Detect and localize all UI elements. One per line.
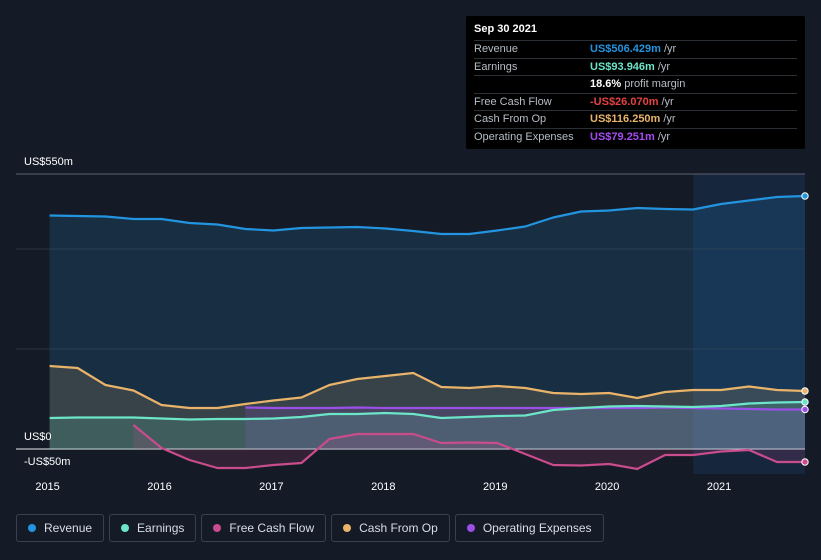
gridlines	[16, 173, 805, 450]
revenue-endpoint	[801, 192, 809, 200]
tooltip-row-value: US$506.429m	[590, 43, 661, 55]
tooltip-date: Sep 30 2021	[474, 23, 797, 41]
tooltip-row-value: US$79.251m	[590, 130, 655, 143]
legend-dot-icon	[466, 524, 475, 532]
tooltip-rows: Revenue US$506.429m/yr Earnings US$93.946m /…	[474, 41, 797, 145]
series-lines	[49, 194, 806, 471]
cash-from-op-endpoint	[801, 387, 809, 395]
x-tick-label: 2017	[259, 481, 284, 493]
x-tick-label: 2020	[594, 481, 620, 493]
tooltip-row-value: 18.6%	[590, 78, 622, 90]
tooltip-row-unit: /yr	[663, 113, 676, 125]
legend-item-cash-from-op[interactable]: Cash From Op	[331, 514, 450, 542]
x-tick-label: 2018	[371, 481, 396, 493]
legend-dot-icon	[343, 524, 352, 532]
legend-dot-icon	[121, 524, 130, 532]
tooltip-row-label: Earnings	[474, 60, 518, 73]
free-cash-flow-area	[133, 425, 805, 469]
tooltip-row: Earnings US$93.946m/yr	[474, 59, 797, 76]
operating-expenses-line	[245, 406, 805, 411]
legend-label: Revenue	[44, 521, 93, 535]
y-tick-label-top: US$550m	[24, 156, 73, 168]
legend-item-earnings[interactable]: Earnings	[109, 514, 197, 542]
tooltip-row: Free Cash Flow -US$26.070m/yr	[474, 94, 797, 111]
legend-dot-icon	[213, 524, 222, 532]
y-tick-label-zero: US$0	[24, 431, 52, 443]
tooltip-row: Revenue US$506.429m/yr	[474, 41, 797, 59]
past-year-highlight	[693, 174, 805, 474]
tooltip-row-unit: /yr	[657, 60, 671, 73]
earnings-area	[49, 402, 806, 449]
tooltip-row-value: US$93.946m	[590, 60, 655, 73]
tooltip-row-unit: /yr	[661, 95, 674, 108]
tooltip-row: Operating Expenses US$79.251m/yr	[474, 129, 797, 146]
x-tick-label: 2015	[35, 481, 60, 493]
cash-from-op-line	[49, 364, 806, 410]
legend-label: Free Cash Flow	[229, 521, 315, 535]
x-tick-label: 2019	[482, 481, 508, 493]
operating-expenses-endpoint	[801, 405, 809, 414]
tooltip-row-label: Revenue	[474, 43, 519, 55]
free-cash-flow-line	[132, 424, 805, 471]
revenue-area	[49, 196, 806, 449]
chart-legend: Revenue Earnings Free Cash Flow Cash From O…	[16, 514, 604, 542]
tooltip-row-label: Free Cash Flow	[474, 95, 552, 108]
tooltip-row: 18.6% profit margin	[474, 76, 797, 94]
legend-item-operating-expenses[interactable]: Operating Expenses	[454, 514, 604, 542]
operating-expenses-area	[245, 407, 805, 449]
tooltip-row-value: US$116.250m	[590, 113, 661, 125]
tooltip-row-label: Operating Expenses	[474, 130, 574, 143]
chart-svg	[16, 173, 809, 474]
legend-label: Earnings	[137, 521, 185, 535]
legend-item-free-cash-flow[interactable]: Free Cash Flow	[201, 514, 327, 542]
tooltip-row-unit: profit margin	[624, 78, 686, 90]
legend-item-revenue[interactable]: Revenue	[16, 514, 105, 542]
series-areas	[49, 196, 806, 469]
x-tick-label: 2016	[147, 481, 172, 493]
tooltip-row-value: -US$26.070m	[590, 95, 659, 108]
legend-label: Operating Expenses	[482, 521, 592, 535]
legend-dot-icon	[28, 524, 36, 532]
x-tick-label: 2021	[706, 481, 732, 493]
legend-label: Cash From Op	[359, 521, 438, 535]
earnings-line	[49, 400, 806, 421]
revenue-line	[49, 194, 806, 236]
y-tick-label-negative: -US$50m	[24, 456, 71, 468]
tooltip-row-unit: /yr	[663, 43, 677, 55]
tooltip-row: Cash From Op US$116.250m/yr	[474, 111, 797, 129]
tooltip-row-label: Cash From Op	[474, 113, 547, 125]
earnings-endpoint	[801, 398, 809, 406]
tooltip-row-label	[474, 76, 590, 93]
data-tooltip: Sep 30 2021 Revenue US$506.429m/yr Earning…	[466, 16, 805, 149]
tooltip-row-unit: /yr	[657, 130, 671, 143]
series-endpoints	[801, 192, 809, 466]
free-cash-flow-endpoint	[801, 458, 809, 466]
